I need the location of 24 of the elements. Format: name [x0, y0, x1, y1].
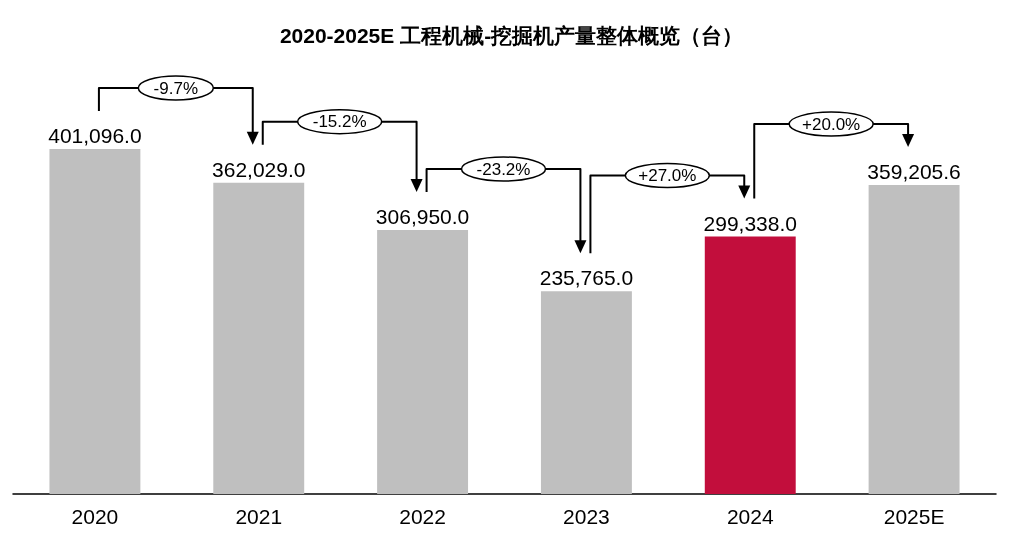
bar: [704, 236, 796, 494]
data-label: 306,950.0: [375, 205, 470, 229]
data-label: 401,096.0: [48, 124, 142, 148]
data-label: 235,765.0: [539, 266, 634, 290]
bar: [213, 182, 305, 494]
data-label: 362,029.0: [212, 157, 306, 181]
data-label: 299,338.0: [703, 211, 797, 235]
x-tick-label: 2024: [726, 505, 774, 528]
data-label: 359,205.6: [867, 160, 961, 184]
bar: [868, 185, 960, 494]
text: -15.2%: [312, 112, 367, 132]
bar: [540, 291, 632, 494]
annotation: -23.2%: [476, 159, 531, 179]
text: -9.7%: [153, 78, 199, 98]
text: +20.0%: [802, 114, 861, 134]
x-tick-label: 2020: [71, 505, 119, 528]
x-tick-label: 2021: [235, 505, 283, 528]
x-tick-label: 2025E: [883, 505, 945, 528]
x-tick-label: 2022: [399, 505, 446, 528]
bar: [377, 230, 469, 494]
annotation: +27.0%: [638, 166, 697, 186]
chart-title: 2020-2025E 工程机械-挖掘机产量整体概览（台）: [279, 24, 744, 47]
x-tick-label: 2023: [563, 505, 610, 528]
bar: [49, 149, 141, 494]
